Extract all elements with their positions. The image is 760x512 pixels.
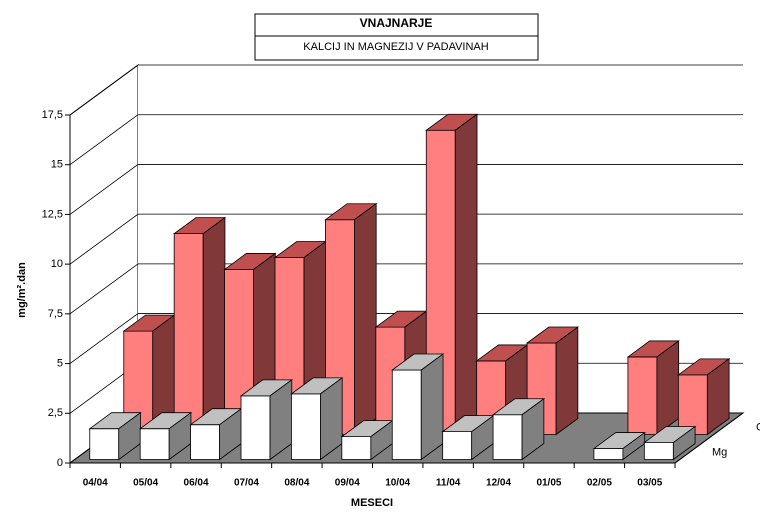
bar-front xyxy=(240,395,271,460)
bar-side xyxy=(555,326,579,436)
bar-side xyxy=(454,113,478,436)
bar-side xyxy=(202,216,226,436)
title-box xyxy=(254,13,539,61)
bar-side xyxy=(168,411,192,461)
bar-side xyxy=(672,425,696,461)
bar-front xyxy=(341,436,372,460)
y-tick-label: 5 xyxy=(57,357,63,369)
x-tick-label: 03/05 xyxy=(637,478,662,489)
bar-front xyxy=(139,428,170,460)
bar-front xyxy=(643,442,674,460)
bar-front xyxy=(442,431,473,460)
bar-side xyxy=(706,358,730,436)
x-tick-label: 04/04 xyxy=(83,478,108,489)
bar-side xyxy=(320,377,343,461)
plot: 0 2,5 5 7,5 10 12,5 15 17,5 04/04 05/04 06/04 07/04… xyxy=(42,64,760,489)
bar-front xyxy=(291,393,321,460)
bar-side xyxy=(269,379,293,461)
x-tick-label: 12/04 xyxy=(486,478,511,489)
y-tick-label: 12,5 xyxy=(42,208,63,220)
bar-side xyxy=(656,340,680,436)
x-axis-title: MESECI xyxy=(351,497,393,509)
chart-subtitle: KALCIJ IN MAGNEZIJ V PADAVINAH xyxy=(303,41,488,53)
y-axis-title: mg/m².dan xyxy=(16,262,28,318)
bar-front xyxy=(190,424,220,460)
bar-front xyxy=(492,414,523,460)
y-tick-label: 17,5 xyxy=(42,109,63,121)
series-label: Ca xyxy=(756,421,760,433)
bar-side xyxy=(521,397,545,461)
grid-line xyxy=(69,313,743,364)
bar-front xyxy=(173,233,204,435)
bar-front xyxy=(89,428,120,460)
y-tick-label: 10 xyxy=(51,258,63,270)
bar-front xyxy=(391,369,422,460)
x-tick-label: 01/05 xyxy=(536,478,561,489)
chart-title: VNAJNARJE xyxy=(360,16,433,30)
bar-front xyxy=(677,374,708,435)
grid-line xyxy=(69,263,743,315)
bar-side xyxy=(622,431,646,461)
grid-line xyxy=(69,213,743,265)
y-tick-label: 7,5 xyxy=(48,308,63,320)
x-tick-label: 02/05 xyxy=(587,478,612,489)
bar-side xyxy=(354,202,377,436)
y-tick-label: 0 xyxy=(57,457,63,469)
bar-front xyxy=(627,356,658,435)
grid-line xyxy=(69,64,743,116)
x-tick-label: 10/04 xyxy=(385,478,410,489)
depth-axis xyxy=(674,412,744,464)
bar-front xyxy=(593,448,624,460)
bar-side xyxy=(420,353,444,461)
x-tick-label: 06/04 xyxy=(184,478,209,489)
x-tick-label: 09/04 xyxy=(335,478,360,489)
grid-line xyxy=(69,164,743,215)
x-tick-label: 08/04 xyxy=(284,478,309,489)
y-tick-label: 15 xyxy=(51,159,63,171)
y-tick-label: 2,5 xyxy=(48,407,63,419)
series-label: Mg xyxy=(712,446,727,458)
bar-side xyxy=(118,411,141,461)
x-tick-label: 05/04 xyxy=(133,478,158,489)
x-tick-label: 07/04 xyxy=(234,478,259,489)
x-tick-label: 11/04 xyxy=(436,478,461,489)
grid-line xyxy=(69,114,743,166)
